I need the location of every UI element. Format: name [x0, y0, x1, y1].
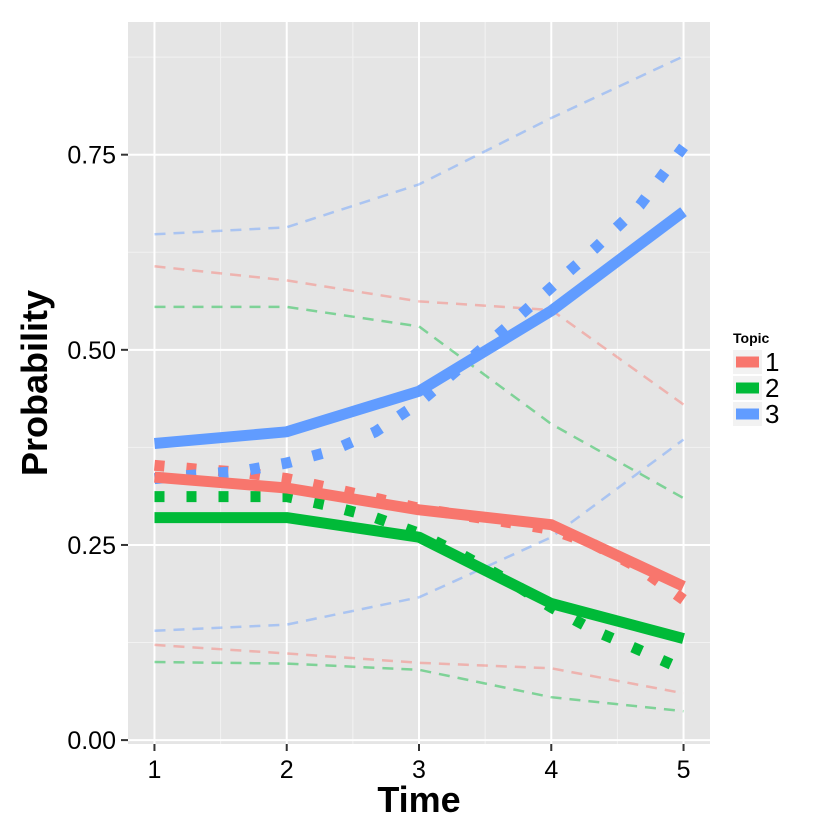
y-tick-label: 0.00 [67, 727, 116, 755]
legend: Topic 123 [733, 330, 779, 429]
series-2-lower-line [154, 660, 684, 713]
y-tick-label: 0.25 [67, 532, 116, 560]
y-axis-title: Probability [14, 290, 55, 476]
series-2-upper-line [154, 305, 685, 500]
series-3-estimate-line [154, 207, 687, 449]
legend-label-2: 2 [765, 373, 779, 403]
interval-lines [154, 55, 685, 713]
x-tick-label: 5 [677, 756, 691, 784]
legend-title: Topic [733, 330, 770, 346]
y-tick-label: 0.75 [67, 142, 116, 170]
series-1-estimate-line [154, 471, 686, 592]
x-axis-title: Time [377, 779, 460, 820]
grid-lines [128, 22, 710, 744]
series-2-estimate-line [154, 512, 685, 644]
legend-label-1: 1 [765, 347, 779, 377]
legend-label-3: 3 [765, 399, 779, 429]
series-1-upper-line [154, 265, 685, 406]
y-tick-label: 0.50 [67, 337, 116, 365]
series-3-observed-line [154, 143, 688, 485]
series-1-lower-line [154, 643, 684, 695]
x-tick-label: 1 [148, 756, 162, 784]
estimate-lines [154, 207, 687, 644]
x-tick-label: 4 [544, 756, 558, 784]
series-3-lower-line [154, 438, 685, 633]
axes: 0.00 0.25 0.50 0.75 1 2 3 4 5 [67, 142, 690, 784]
x-tick-label: 2 [280, 756, 294, 784]
x-tick-label: 3 [412, 756, 426, 784]
series-3-upper-line [154, 55, 685, 236]
